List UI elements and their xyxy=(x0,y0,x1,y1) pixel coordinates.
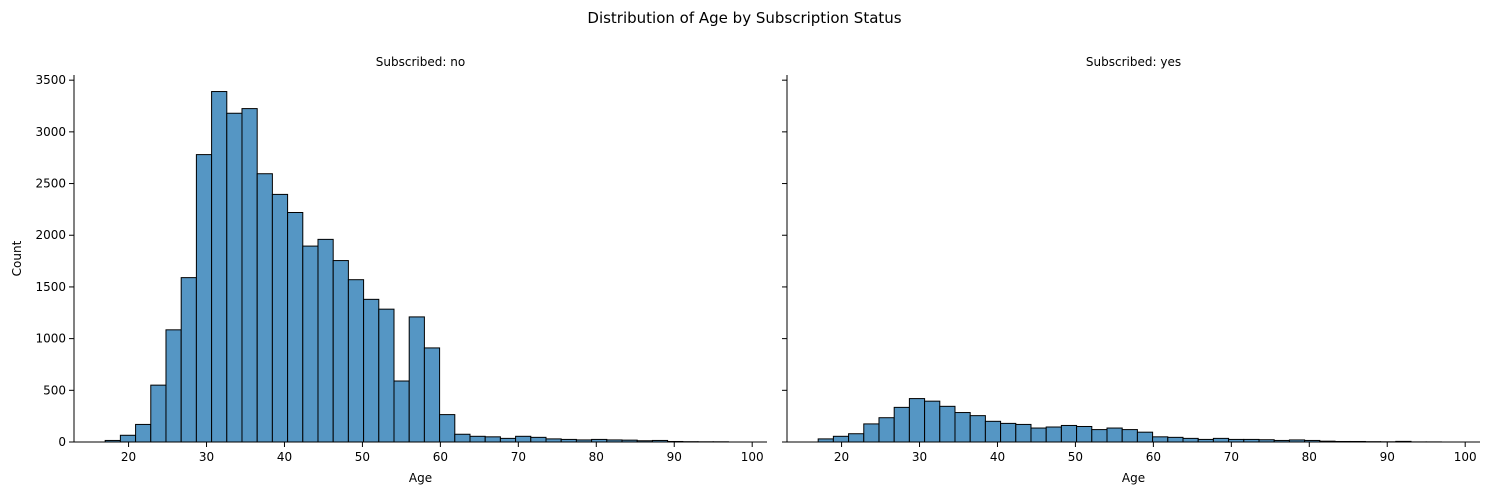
facet-title: Subscribed: yes xyxy=(1086,55,1181,69)
x-tick-label: 70 xyxy=(511,450,526,464)
y-tick-label: 1000 xyxy=(35,332,66,346)
x-tick-label: 50 xyxy=(355,450,370,464)
histogram-bar xyxy=(969,415,986,443)
histogram-bar xyxy=(1000,422,1017,443)
histogram-bar xyxy=(1121,429,1138,443)
histogram-bar xyxy=(893,406,910,443)
histogram-bar xyxy=(939,405,956,443)
y-tick-label: 500 xyxy=(43,383,66,397)
histogram-bar xyxy=(317,238,334,443)
histogram-bar xyxy=(180,277,197,443)
histogram-bar xyxy=(1152,436,1169,443)
histogram-bar xyxy=(211,91,228,443)
histogram-bar xyxy=(1060,424,1078,443)
histogram-bar xyxy=(393,380,410,443)
facet-panel-1: 20 30 40 50 60 70 80 90 100 Subscribed: yes Age xyxy=(782,55,1480,485)
histogram-bar xyxy=(908,398,926,443)
x-tick-label: 70 xyxy=(1224,450,1239,464)
histogram-bar xyxy=(1167,436,1184,443)
histogram-bars xyxy=(104,91,729,443)
histogram-bar xyxy=(302,245,319,443)
histogram-bar xyxy=(454,433,471,443)
x-tick-label: 100 xyxy=(741,450,764,464)
histogram-bar xyxy=(256,173,273,443)
histogram-bar xyxy=(347,279,365,443)
x-tick-label: 80 xyxy=(589,450,604,464)
histogram-bar xyxy=(924,400,941,443)
x-tick-label: 60 xyxy=(1146,450,1161,464)
histogram-bar xyxy=(515,435,532,443)
histogram-bar xyxy=(439,414,456,443)
y-axis-label: Count xyxy=(10,240,24,276)
facet-title: Subscribed: no xyxy=(376,55,465,69)
histogram-bar xyxy=(469,435,486,443)
histogram-bar xyxy=(287,212,304,443)
histogram-bar xyxy=(484,436,501,443)
x-axis-label: Age xyxy=(409,471,432,485)
x-tick-label: 30 xyxy=(912,450,927,464)
y-tick-label: 2000 xyxy=(35,228,66,242)
y-tick-label: 0 xyxy=(58,435,66,449)
histogram-bar xyxy=(1182,437,1199,443)
x-tick-label: 40 xyxy=(990,450,1005,464)
histogram-bar xyxy=(878,417,895,443)
facet-panel-0: 20 30 40 50 60 70 80 90 100050010001500200025003… xyxy=(10,55,767,485)
x-tick-label: 20 xyxy=(121,450,136,464)
x-tick-label: 40 xyxy=(277,450,292,464)
histogram-bar xyxy=(954,412,971,443)
histogram-bar xyxy=(226,112,243,443)
x-tick-label: 20 xyxy=(834,450,849,464)
histogram-bar xyxy=(848,433,865,443)
histogram-bar xyxy=(499,437,517,443)
x-tick-label: 90 xyxy=(667,450,682,464)
x-axis-label: Age xyxy=(1122,471,1145,485)
histogram-bar xyxy=(363,298,380,443)
histogram-bar xyxy=(408,316,425,443)
histogram-bar xyxy=(195,154,213,443)
histogram-bar xyxy=(119,434,137,443)
histogram-bar xyxy=(1015,423,1032,443)
histogram-bar xyxy=(1212,437,1230,443)
histogram-bar xyxy=(271,193,289,443)
facet-panels: 20 30 40 50 60 70 80 90 100050010001500200025003… xyxy=(10,55,1480,485)
x-tick-label: 80 xyxy=(1302,450,1317,464)
y-tick-label: 3500 xyxy=(35,73,66,87)
histogram-bar xyxy=(1030,427,1047,443)
histogram-bar xyxy=(165,329,182,443)
x-tick-label: 60 xyxy=(433,450,448,464)
histogram-bar xyxy=(135,423,152,443)
histogram-bar xyxy=(332,260,349,443)
histogram-bar xyxy=(1136,431,1154,443)
histogram-bar xyxy=(1045,426,1062,443)
x-tick-label: 100 xyxy=(1454,450,1477,464)
x-tick-label: 30 xyxy=(199,450,214,464)
histogram-bar xyxy=(832,435,850,443)
histogram-bars xyxy=(817,398,1442,443)
y-tick-label: 3000 xyxy=(35,125,66,139)
histogram-bar xyxy=(1091,429,1108,443)
x-tick-label: 90 xyxy=(1380,450,1395,464)
histogram-bar xyxy=(423,347,441,443)
y-tick-label: 1500 xyxy=(35,280,66,294)
y-tick-label: 2500 xyxy=(35,177,66,191)
histogram-bar xyxy=(241,108,258,443)
chart-suptitle: Distribution of Age by Subscription Stat… xyxy=(587,9,901,27)
histogram-bar xyxy=(378,308,395,443)
histogram-bar xyxy=(530,436,547,443)
x-tick-label: 50 xyxy=(1068,450,1083,464)
histogram-bar xyxy=(984,420,1002,443)
histogram-bar xyxy=(863,423,880,443)
histogram-bar xyxy=(1106,427,1123,443)
histogram-bar xyxy=(1076,425,1093,443)
histogram-bar xyxy=(150,384,167,443)
